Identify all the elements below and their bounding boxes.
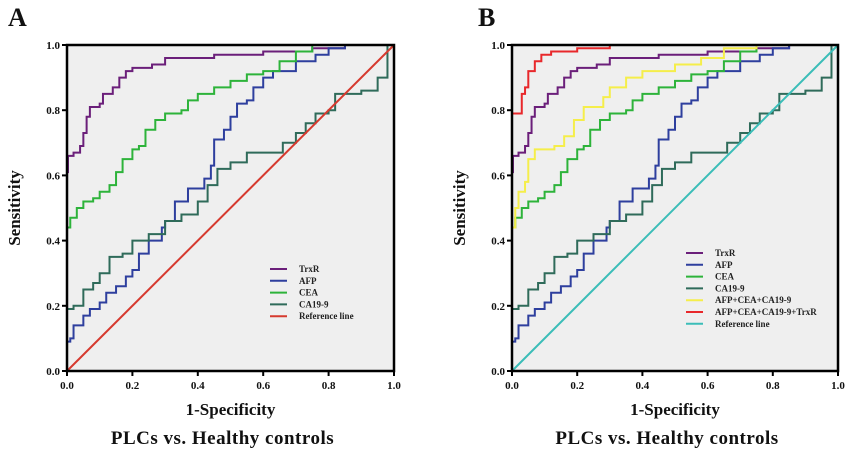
- series-line-afp-cea-ca19-9: [511, 44, 838, 371]
- x-tick-label: 0.2: [570, 380, 584, 392]
- legend-item: AFP: [686, 260, 733, 270]
- legend-label: Reference line: [715, 319, 770, 329]
- series-line-afp-cea-ca19-9-trxr: [511, 44, 838, 371]
- series-layer: [511, 44, 839, 372]
- series-layer: [66, 44, 395, 372]
- legend-label: AFP: [715, 260, 733, 270]
- legend-item: CEA: [270, 288, 319, 298]
- panel-b: B 0.0 0.2 0.4 0.6 0.8 1.0 0.0 0.2 0.4 0.6 0.8 1.0 T…: [450, 3, 845, 449]
- legend-item: TrxR: [270, 264, 320, 274]
- series-line-afp: [66, 44, 394, 371]
- legend-item: AFP+CEA+CA19-9: [686, 295, 792, 305]
- x-tick-label: 1.0: [831, 380, 845, 392]
- series-line-trxr: [511, 44, 838, 371]
- panel-label: B: [478, 3, 495, 32]
- y-tick-label: 0.8: [46, 105, 60, 117]
- legend-item: CA19-9: [270, 299, 329, 309]
- x-tick-label: 0.4: [191, 380, 205, 392]
- y-tick-label: 0.0: [46, 366, 60, 378]
- plot-frame: [65, 43, 396, 373]
- y-tick-label: 0.0: [491, 366, 505, 378]
- y-tick-label: 1.0: [491, 40, 505, 52]
- y-axis-title: Sensitivity: [450, 170, 469, 246]
- x-tick-label: 0.8: [322, 380, 336, 392]
- x-tick-label: 0.2: [126, 380, 140, 392]
- legend-label: AFP+CEA+CA19-9: [715, 295, 792, 305]
- x-axis-title: 1-Specificity: [630, 400, 720, 419]
- x-tick-label: 0.6: [701, 380, 715, 392]
- panel-label: A: [8, 3, 27, 32]
- y-axis-title: Sensitivity: [5, 170, 24, 246]
- series-line-cea: [66, 44, 394, 371]
- y-tick-label: 0.8: [491, 105, 505, 117]
- y-tick-label: 0.2: [46, 301, 60, 313]
- legend-label: AFP+CEA+CA19-9+TrxR: [715, 307, 817, 317]
- legend-label: Reference line: [299, 311, 354, 321]
- series-line-trxr: [66, 44, 394, 371]
- y-tick-label: 0.4: [46, 236, 60, 248]
- legend-item: CA19-9: [686, 283, 745, 293]
- legend-label: CA19-9: [715, 283, 745, 293]
- legend-item: CEA: [686, 272, 735, 282]
- y-tick-label: 1.0: [46, 40, 60, 52]
- axes: 0.0 0.2 0.4 0.6 0.8 1.0 0.0 0.2 0.4 0.6 0.8 1.0: [46, 40, 401, 392]
- y-tick-label: 0.2: [491, 301, 505, 313]
- x-tick-label: 1.0: [387, 380, 401, 392]
- axes: 0.0 0.2 0.4 0.6 0.8 1.0 0.0 0.2 0.4 0.6 0.8 1.0: [491, 40, 845, 392]
- series-line-cea: [511, 44, 838, 371]
- x-tick-label: 0.4: [636, 380, 650, 392]
- y-tick-label: 0.4: [491, 236, 505, 248]
- plot-frame: [510, 43, 840, 373]
- series-line-reference-line: [66, 44, 395, 372]
- legend-item: AFP: [270, 276, 317, 286]
- series-line-afp: [511, 44, 838, 371]
- legend-label: CEA: [715, 272, 735, 282]
- legend-label: CEA: [299, 288, 319, 298]
- x-tick-label: 0.0: [505, 380, 519, 392]
- series-line-reference-line: [511, 44, 839, 372]
- legend-item: AFP+CEA+CA19-9+TrxR: [686, 307, 817, 317]
- y-tick-label: 0.6: [491, 170, 505, 182]
- legend-item: Reference line: [686, 319, 770, 329]
- legend-item: TrxR: [686, 248, 736, 258]
- legend-item: Reference line: [270, 311, 354, 321]
- x-axis-title: 1-Specificity: [186, 400, 276, 419]
- legend-label: TrxR: [299, 264, 320, 274]
- legend-label: AFP: [299, 276, 317, 286]
- x-tick-label: 0.8: [766, 380, 780, 392]
- panel-a: A 0.0 0.2 0.4 0.6 0.8 1.0 0.0 0.2 0.4 0.6 0.8 1.0 T…: [5, 3, 401, 449]
- legend-label: CA19-9: [299, 299, 329, 309]
- x-tick-label: 0.0: [60, 380, 74, 392]
- y-tick-label: 0.6: [46, 170, 60, 182]
- chart-caption: PLCs vs. Healthy controls: [555, 428, 778, 449]
- legend-label: TrxR: [715, 248, 736, 258]
- x-tick-label: 0.6: [256, 380, 270, 392]
- chart-caption: PLCs vs. Healthy controls: [111, 428, 334, 449]
